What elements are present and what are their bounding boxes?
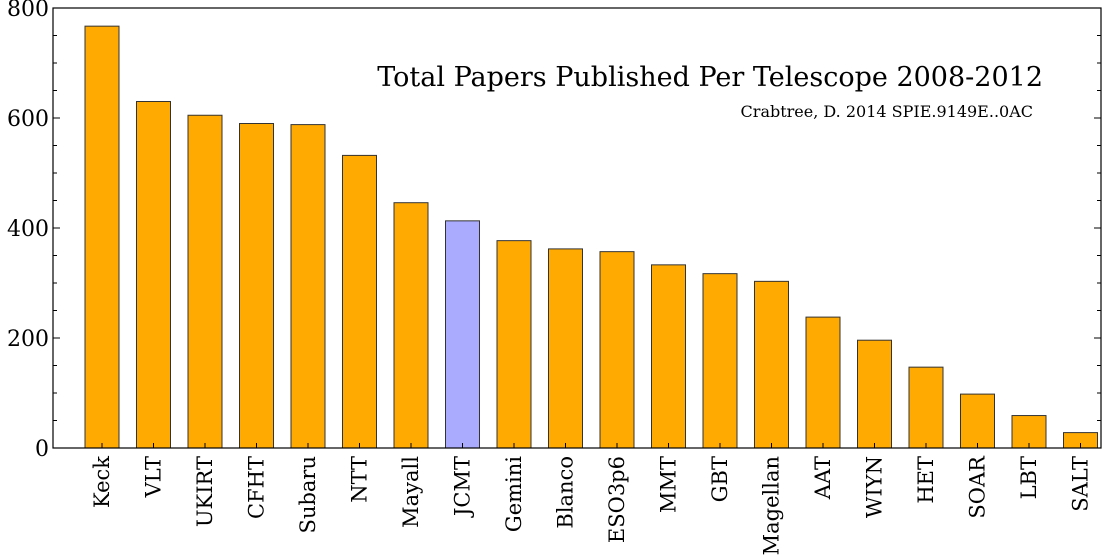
y-tick-label: 400 bbox=[7, 217, 49, 242]
x-tick-label-blanco: Blanco bbox=[554, 456, 578, 529]
bar-aat bbox=[805, 316, 841, 449]
bar-jcmt bbox=[445, 220, 480, 449]
bar-eso3p6 bbox=[599, 251, 635, 449]
bar-blanco bbox=[548, 248, 583, 449]
bar-magellan bbox=[754, 280, 789, 449]
x-tick-label-soar: SOAR bbox=[966, 455, 990, 519]
bar-subaru bbox=[290, 124, 326, 449]
bar-soar bbox=[960, 393, 995, 449]
x-tick-label-cfht: CFHT bbox=[245, 456, 269, 519]
x-tick-label-salt: SALT bbox=[1069, 456, 1093, 512]
x-tick-label-vlt: VLT bbox=[142, 456, 166, 498]
y-tick-label: 200 bbox=[7, 327, 49, 352]
x-tick-label-wiyn: WIYN bbox=[863, 456, 887, 518]
x-tick-label-ukirt: UKIRT bbox=[193, 456, 217, 527]
bar-het bbox=[908, 366, 944, 449]
x-axis: Keck VLT UKIRT CFHT Subaru NTT Mayall JCMT Gemin… bbox=[90, 443, 1093, 555]
y-tick-label: 0 bbox=[35, 437, 49, 462]
bar-vlt bbox=[136, 101, 171, 449]
chart-title: Total Papers Published Per Telescope 200… bbox=[377, 62, 1043, 93]
bar-keck bbox=[84, 25, 120, 449]
x-tick-label-mmt: MMT bbox=[657, 456, 681, 513]
bars-group bbox=[84, 25, 1098, 449]
x-tick-label-magellan: Magellan bbox=[760, 456, 784, 555]
bar-mayall bbox=[393, 202, 429, 449]
y-tick-label: 600 bbox=[7, 107, 49, 132]
x-tick-label-jcmt: JCMT bbox=[451, 456, 475, 518]
bar-mmt bbox=[651, 264, 686, 449]
x-tick-label-eso3p6: ESO3p6 bbox=[605, 456, 629, 543]
x-tick-label-ntt: NTT bbox=[348, 456, 372, 503]
bar-ukirt bbox=[187, 114, 223, 449]
chart-subtitle: Crabtree, D. 2014 SPIE.9149E..0AC bbox=[741, 102, 1033, 121]
bar-cfht bbox=[239, 123, 274, 449]
bar-ntt bbox=[342, 154, 377, 449]
x-tick-label-aat: AAT bbox=[811, 456, 835, 500]
x-tick-label-keck: Keck bbox=[90, 456, 114, 508]
x-tick-label-mayall: Mayall bbox=[399, 456, 423, 528]
x-tick-label-lbt: LBT bbox=[1017, 456, 1041, 499]
x-tick-label-het: HET bbox=[914, 456, 938, 504]
bar-wiyn bbox=[857, 339, 892, 449]
bar-gemini bbox=[496, 240, 532, 449]
x-tick-label-subaru: Subaru bbox=[296, 456, 320, 533]
bar-gbt bbox=[702, 273, 738, 449]
x-tick-label-gemini: Gemini bbox=[502, 456, 526, 532]
y-axis: 0 200 400 600 800 bbox=[7, 0, 1101, 462]
bar-lbt bbox=[1011, 415, 1047, 449]
x-tick-label-gbt: GBT bbox=[708, 456, 732, 502]
y-tick-label: 800 bbox=[7, 0, 49, 22]
